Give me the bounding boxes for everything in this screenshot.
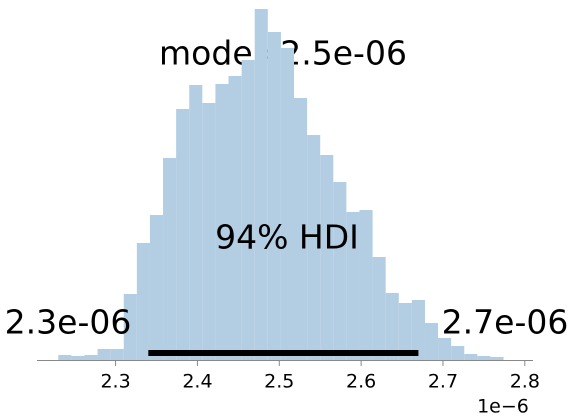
bar	[84, 355, 98, 360]
bar	[163, 158, 177, 360]
bar	[346, 212, 360, 360]
bar	[71, 356, 85, 360]
x-tick-label: 2.4	[182, 371, 212, 393]
bar	[123, 294, 137, 360]
bar	[280, 48, 295, 360]
bar	[451, 346, 465, 360]
x-tick-label: 2.6	[346, 371, 376, 393]
bar	[202, 103, 216, 360]
bar	[294, 98, 308, 360]
x-tick-label: 2.5	[264, 371, 294, 393]
x-offset-label: 1e−6	[477, 396, 529, 418]
bar	[58, 355, 72, 360]
bar	[490, 357, 504, 360]
bar	[97, 349, 111, 360]
bar	[149, 215, 164, 360]
bar	[215, 84, 229, 360]
bar	[477, 356, 491, 360]
bar	[176, 109, 190, 360]
hdi-high-label: 2.7e-06	[442, 303, 569, 342]
bar	[189, 85, 203, 360]
bar	[398, 303, 412, 360]
bar	[411, 300, 425, 360]
bar	[320, 155, 334, 360]
bar	[372, 257, 386, 360]
bar	[385, 293, 399, 360]
bar	[333, 182, 347, 360]
bar	[424, 323, 439, 360]
bar	[359, 210, 373, 360]
bar	[136, 243, 150, 360]
x-tick-label: 2.8	[510, 371, 540, 393]
x-tick-label: 2.3	[100, 371, 130, 393]
bar	[254, 9, 268, 360]
bar	[110, 349, 124, 360]
x-tick-label: 2.7	[428, 371, 458, 393]
bar	[438, 338, 452, 360]
bar	[267, 32, 281, 360]
hdi-label: 94% HDI	[215, 218, 359, 257]
bar	[241, 60, 255, 360]
bar	[307, 135, 321, 360]
hdi-low-label: 2.3e-06	[5, 303, 132, 342]
bar	[228, 76, 242, 360]
bar	[464, 354, 478, 360]
